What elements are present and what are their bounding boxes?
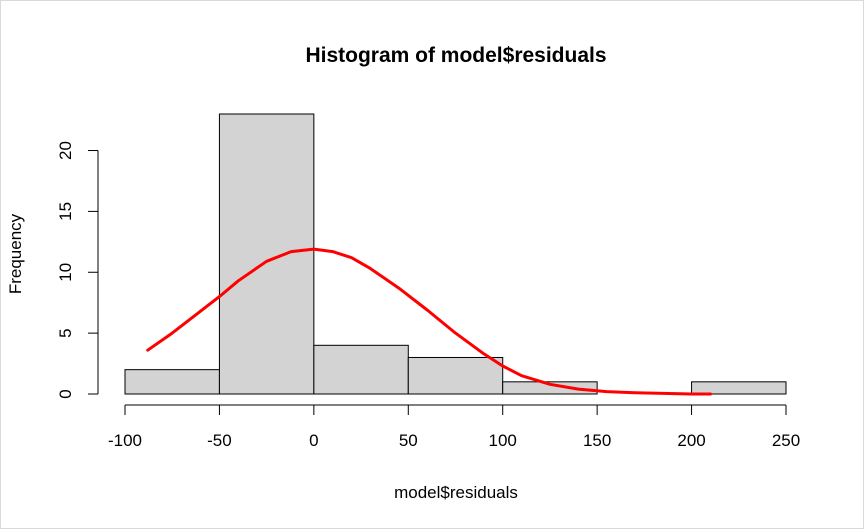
- histogram-bar: [124, 369, 220, 395]
- y-axis: 0 5 10 15 20: [56, 141, 99, 399]
- histogram-bar: [313, 344, 409, 395]
- x-tick-label: -100: [108, 431, 142, 450]
- x-tick-label: 200: [677, 431, 705, 450]
- chart-title: Histogram of model$residuals: [305, 44, 606, 67]
- histogram-bar: [502, 381, 598, 395]
- x-tick-label: 0: [309, 431, 318, 450]
- y-tick-label: 20: [56, 141, 75, 160]
- y-tick-label: 5: [56, 328, 75, 337]
- y-axis-label: Frequency: [6, 213, 25, 294]
- density-curve: [146, 247, 712, 396]
- y-tick-label: 0: [56, 389, 75, 398]
- histogram-bar: [407, 356, 504, 395]
- histogram-bar: [691, 381, 787, 395]
- density-curve-group: [146, 247, 712, 396]
- y-tick-label: 15: [56, 202, 75, 221]
- x-axis: -100 -50 0 50 100 150 200 250: [108, 404, 800, 450]
- x-tick-label: 50: [399, 431, 418, 450]
- bars-group: [124, 113, 787, 395]
- histogram-bar: [218, 113, 315, 395]
- y-tick-label: 10: [56, 263, 75, 282]
- x-tick-label: 150: [583, 431, 611, 450]
- x-tick-label: -50: [207, 431, 232, 450]
- x-tick-label: 100: [489, 431, 517, 450]
- x-tick-label: 250: [772, 431, 800, 450]
- x-axis-label: model$residuals: [394, 483, 518, 502]
